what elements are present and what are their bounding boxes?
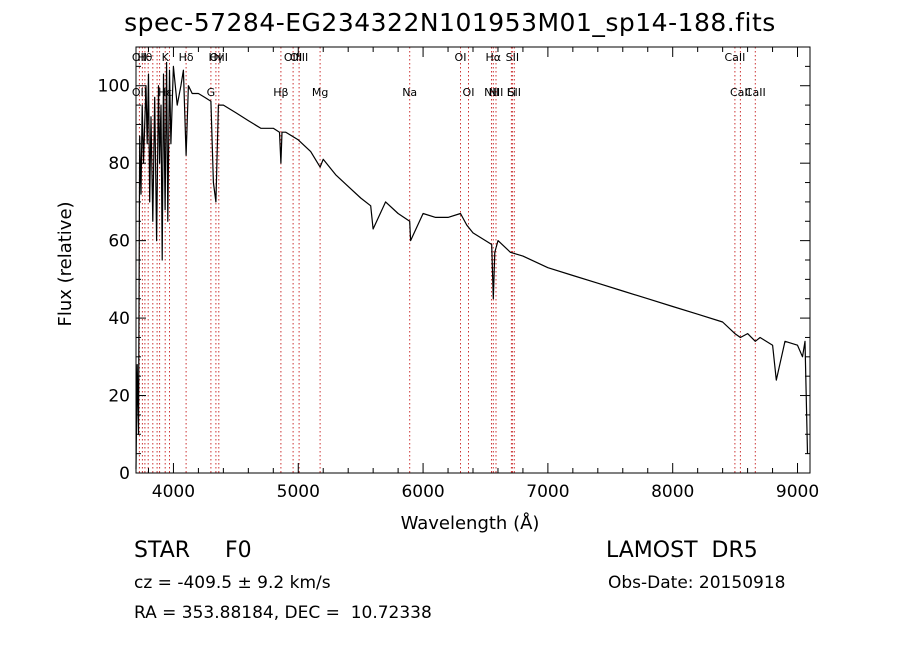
- object-class: STAR F0: [134, 538, 252, 563]
- x-tick-label: 8000: [651, 482, 694, 502]
- y-tick-label: 60: [108, 232, 130, 252]
- y-tick-label: 100: [98, 77, 130, 97]
- line-label-top-12: OIII: [210, 51, 228, 64]
- line-label-top-2: Hθ: [137, 51, 152, 64]
- line-label-bottom-19: OI: [463, 86, 475, 99]
- y-axis-label: Flux (relative): [55, 201, 76, 326]
- line-label-bottom-17: Na: [402, 86, 417, 99]
- chart-title: spec-57284-EG234322N101953M01_sp14-188.f…: [124, 8, 776, 37]
- x-tick-label: 9000: [776, 482, 819, 502]
- survey-release: LAMOST DR5: [606, 538, 758, 563]
- redshift-velocity: cz = -409.5 ± 9.2 km/s: [134, 573, 331, 593]
- x-tick-label: 4000: [152, 482, 195, 502]
- line-label-bottom-28: CaII: [745, 86, 766, 99]
- line-label-top-9: Hδ: [179, 51, 194, 64]
- line-label-top-24: SII: [506, 51, 519, 64]
- line-label-bottom-7: Hε: [158, 86, 172, 99]
- x-tick-label: 6000: [401, 482, 444, 502]
- x-tick-label: 5000: [277, 482, 320, 502]
- line-label-bottom-13: Hβ: [273, 86, 288, 99]
- spectrum-series: [135, 61, 809, 470]
- line-label-top-26: CaII: [724, 51, 745, 64]
- observation-date: Obs-Date: 20150918: [608, 573, 786, 593]
- line-label-bottom-25: SII: [508, 86, 521, 99]
- line-label-top-18: OI: [455, 51, 467, 64]
- plot-frame: [135, 46, 811, 474]
- coordinates: RA = 353.88184, DEC = 10.72338: [134, 603, 432, 623]
- line-label-top-0: OII: [132, 51, 147, 64]
- axes: 4000 5000 6000 7000 8000 9000 0 20 40 60 80 100: [98, 46, 819, 502]
- y-tick-label: 20: [108, 387, 130, 407]
- line-label-bottom-27: CaII: [730, 86, 751, 99]
- line-markers: [138, 47, 756, 473]
- x-axis-label: Wavelength (Å): [401, 512, 540, 534]
- line-label-bottom-10: G: [207, 86, 216, 99]
- line-label-top-11: Hγ: [209, 51, 224, 64]
- x-tick-label: 7000: [526, 482, 569, 502]
- line-label-bottom-20: NII: [484, 86, 499, 99]
- line-label-bottom-23: Li: [507, 86, 516, 99]
- line-label-top-15: OIII: [290, 51, 308, 64]
- y-tick-label: 80: [108, 154, 130, 174]
- line-label-bottom-0: OII: [132, 86, 147, 99]
- y-tick-label: 0: [119, 464, 130, 484]
- line-label-top-7: K: [162, 51, 170, 64]
- line-label-bottom-16: Mg: [312, 86, 328, 99]
- line-label-bottom-22: NII: [489, 86, 504, 99]
- spectrum-line: [135, 61, 809, 470]
- line-label-top-14: OIII: [284, 51, 302, 64]
- y-tick-label: 40: [108, 309, 130, 329]
- line-label-top-21: Hα: [486, 51, 502, 64]
